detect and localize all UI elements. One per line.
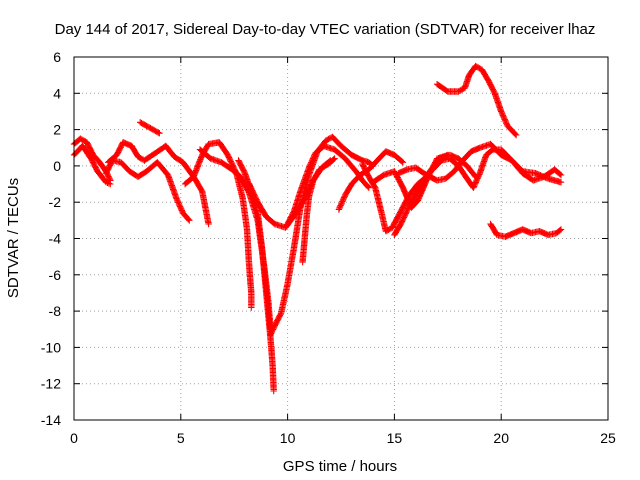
data-points: [70, 62, 565, 395]
x-tick-label: 10: [280, 430, 296, 446]
series-arc-13: [335, 148, 407, 213]
x-tick-label: 5: [177, 430, 185, 446]
series-markers: [335, 148, 407, 213]
series-arc-06: [181, 139, 255, 311]
series-arc-20: [487, 220, 565, 240]
series-markers: [137, 119, 163, 137]
y-tick-label: -4: [49, 231, 62, 247]
series-markers: [267, 133, 377, 338]
series-markers: [487, 220, 565, 240]
y-tick-label: -2: [49, 194, 62, 210]
series-arc-10: [267, 133, 377, 338]
y-tick-label: 4: [53, 85, 61, 101]
y-tick-label: 2: [53, 122, 61, 138]
y-tick-label: 6: [53, 49, 61, 65]
x-axis-label: GPS time / hours: [283, 458, 397, 475]
y-tick-label: -12: [41, 376, 61, 392]
y-tick-label: 0: [53, 158, 61, 174]
chart-title: Day 144 of 2017, Sidereal Day-to-day VTE…: [55, 21, 596, 38]
y-tick-label: -6: [49, 267, 62, 283]
series-markers: [433, 62, 520, 139]
y-tick-label: -10: [41, 339, 61, 355]
series-markers: [429, 146, 565, 191]
x-tick-label: 20: [493, 430, 509, 446]
series-markers: [105, 139, 212, 228]
series-markers: [299, 155, 338, 266]
series-arc-12: [299, 155, 338, 266]
series-arc-18: [429, 146, 565, 191]
series-arc-19: [433, 62, 520, 139]
x-tick-label: 25: [600, 430, 616, 446]
series-arc-03: [105, 139, 212, 228]
series-arc-05: [137, 119, 163, 137]
plot-frame: [73, 56, 609, 421]
x-tick-label: 15: [387, 430, 403, 446]
series-markers: [181, 139, 255, 311]
y-tick-label: -8: [49, 303, 62, 319]
tick-labels: 0 5 10 15 20 25 -14 -12 -10 -8 -6 -4 -2 0 2 4 6: [41, 49, 616, 446]
series-markers: [102, 157, 193, 224]
y-tick-label: -14: [41, 412, 61, 428]
y-axis-label: SDTVAR / TECUs: [5, 178, 22, 298]
series-arc-04: [102, 157, 193, 224]
x-tick-label: 0: [70, 430, 78, 446]
